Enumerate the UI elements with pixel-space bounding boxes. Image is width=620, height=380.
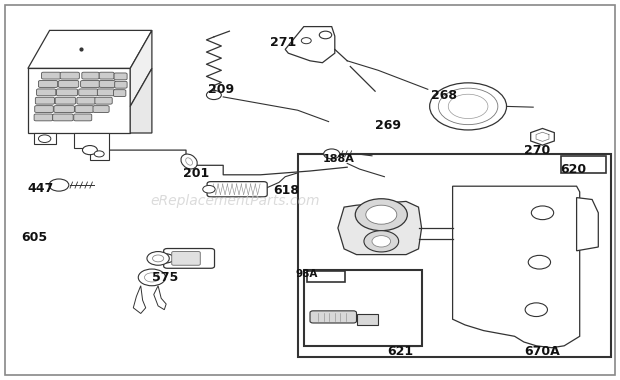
FancyBboxPatch shape [74,114,92,121]
Bar [304,270,422,346]
FancyBboxPatch shape [114,73,127,80]
Circle shape [364,231,399,252]
Polygon shape [338,201,422,255]
Text: 188A: 188A [322,154,354,163]
Polygon shape [130,30,152,106]
FancyBboxPatch shape [79,89,98,96]
Polygon shape [133,286,146,314]
Circle shape [38,135,51,142]
Text: eReplacementParts.com: eReplacementParts.com [151,195,321,208]
Text: 575: 575 [152,271,178,284]
Text: 605: 605 [22,231,48,244]
Circle shape [531,206,554,220]
Text: 269: 269 [375,119,401,132]
Circle shape [203,185,215,193]
FancyBboxPatch shape [77,97,95,104]
Text: 271: 271 [270,36,296,49]
FancyBboxPatch shape [95,97,112,104]
FancyBboxPatch shape [99,81,115,87]
FancyBboxPatch shape [207,182,267,197]
FancyBboxPatch shape [82,72,99,79]
Ellipse shape [181,154,197,169]
FancyBboxPatch shape [34,114,53,121]
Text: 620: 620 [560,163,587,176]
FancyBboxPatch shape [53,114,73,121]
Polygon shape [531,128,554,145]
FancyBboxPatch shape [56,89,78,96]
Polygon shape [577,198,598,251]
Circle shape [525,303,547,317]
Text: 670A: 670A [524,345,560,358]
Circle shape [448,94,488,119]
FancyBboxPatch shape [81,81,100,87]
FancyBboxPatch shape [37,89,56,96]
FancyBboxPatch shape [113,90,126,97]
Polygon shape [28,68,130,133]
Circle shape [355,199,407,231]
FancyBboxPatch shape [38,81,58,87]
Polygon shape [130,68,152,133]
FancyBboxPatch shape [115,81,127,88]
Bar [561,156,606,173]
Bar [356,314,378,325]
Circle shape [144,273,159,282]
Polygon shape [34,133,56,144]
Polygon shape [28,30,152,68]
Text: 447: 447 [28,182,54,195]
FancyBboxPatch shape [99,72,114,79]
Text: 268: 268 [431,89,457,102]
Bar [298,154,611,357]
FancyBboxPatch shape [55,97,76,104]
FancyBboxPatch shape [164,249,215,268]
Polygon shape [154,286,166,310]
Circle shape [138,269,166,286]
Circle shape [49,179,69,191]
FancyBboxPatch shape [310,311,356,323]
Circle shape [301,38,311,44]
Text: 621: 621 [388,345,414,358]
Circle shape [94,151,104,157]
Polygon shape [285,27,335,63]
FancyBboxPatch shape [58,81,79,87]
Circle shape [206,90,221,100]
Circle shape [438,88,498,125]
Circle shape [82,146,97,155]
Bar [394,333,418,346]
FancyBboxPatch shape [54,106,74,112]
FancyBboxPatch shape [42,72,61,79]
FancyBboxPatch shape [172,252,200,265]
FancyBboxPatch shape [93,106,109,112]
Circle shape [366,205,397,224]
FancyBboxPatch shape [35,97,55,104]
FancyBboxPatch shape [35,106,53,112]
Circle shape [147,252,169,265]
Bar [307,271,345,282]
Text: 270: 270 [524,144,550,157]
FancyBboxPatch shape [60,72,79,79]
Circle shape [159,254,174,263]
Polygon shape [74,133,108,160]
Text: 618: 618 [273,184,299,197]
Circle shape [324,149,340,159]
Circle shape [528,255,551,269]
Ellipse shape [186,158,192,165]
Polygon shape [453,186,580,348]
FancyBboxPatch shape [75,106,94,112]
Circle shape [430,83,507,130]
Text: 201: 201 [183,167,209,180]
Circle shape [319,31,332,39]
FancyBboxPatch shape [97,89,115,96]
Circle shape [372,236,391,247]
Circle shape [153,255,164,262]
Text: 98A: 98A [296,269,318,279]
Text: 209: 209 [208,83,234,96]
